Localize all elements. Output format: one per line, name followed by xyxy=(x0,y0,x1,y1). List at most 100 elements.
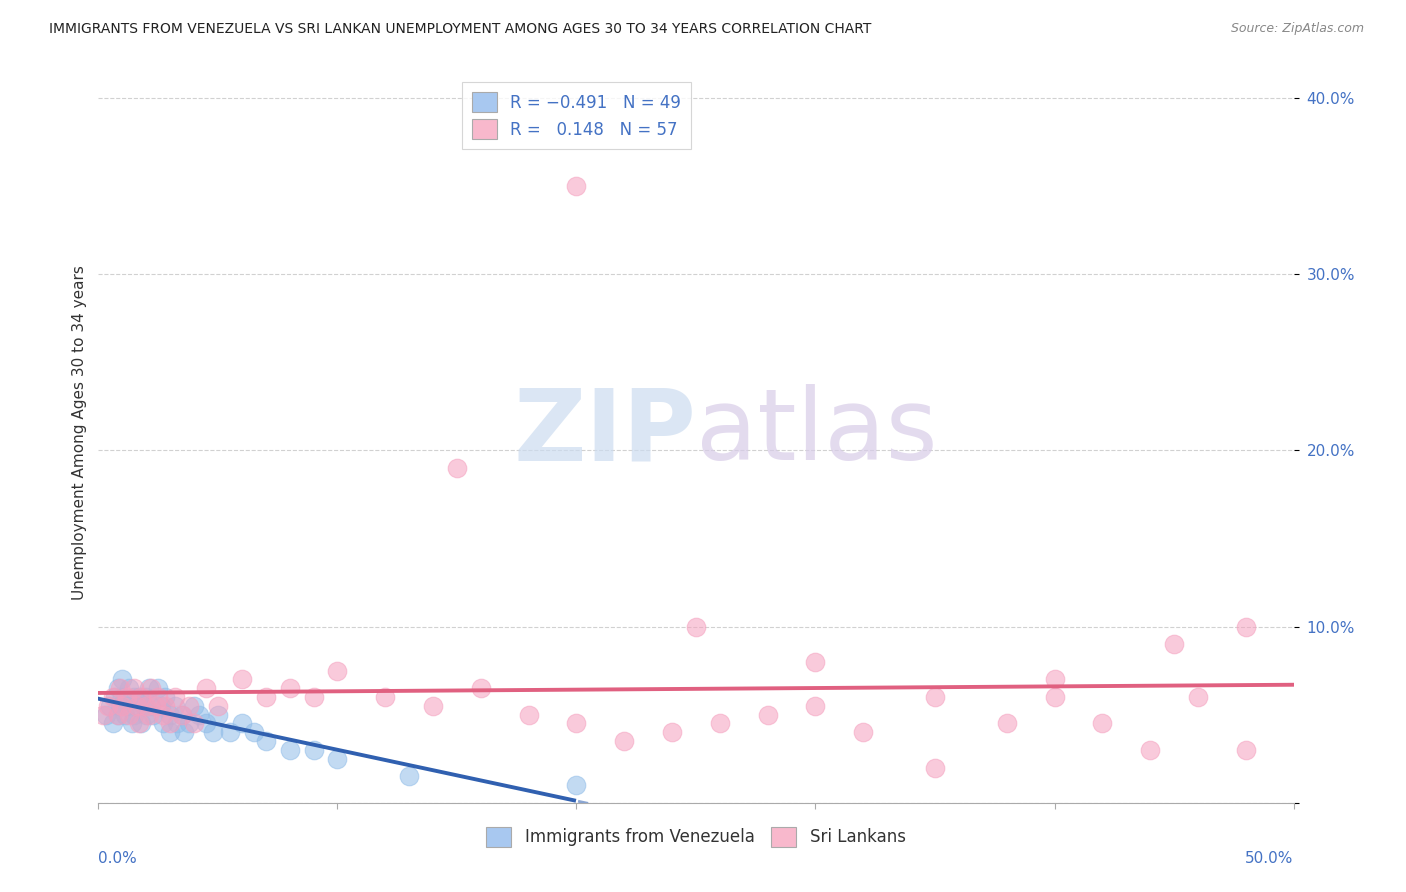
Point xyxy=(152,716,174,731)
Point xyxy=(207,698,229,713)
Point xyxy=(132,698,155,713)
Point xyxy=(138,707,160,722)
Point xyxy=(565,178,588,193)
Point xyxy=(173,725,195,739)
Point xyxy=(446,461,468,475)
Point xyxy=(139,681,162,696)
Point xyxy=(152,707,174,722)
Point xyxy=(172,707,194,722)
Point xyxy=(187,707,209,722)
Point xyxy=(207,707,229,722)
Point xyxy=(138,681,160,696)
Point xyxy=(709,716,731,731)
Point xyxy=(159,716,181,731)
Point xyxy=(661,725,683,739)
Point xyxy=(159,725,181,739)
Point xyxy=(108,698,131,713)
Point xyxy=(756,707,779,722)
Point xyxy=(135,690,157,704)
Point xyxy=(139,698,162,713)
Point xyxy=(852,725,875,739)
Point xyxy=(1139,743,1161,757)
Point xyxy=(1234,619,1257,633)
Point xyxy=(131,716,153,731)
Legend: Immigrants from Venezuela, Sri Lankans: Immigrants from Venezuela, Sri Lankans xyxy=(479,820,912,854)
Point xyxy=(995,716,1018,731)
Point xyxy=(131,690,153,704)
Point xyxy=(231,673,253,687)
Point xyxy=(1043,673,1066,687)
Point xyxy=(114,707,136,722)
Point xyxy=(163,698,186,713)
Point xyxy=(302,690,325,704)
Point xyxy=(108,681,131,696)
Point xyxy=(101,716,124,731)
Y-axis label: Unemployment Among Ages 30 to 34 years: Unemployment Among Ages 30 to 34 years xyxy=(72,265,87,600)
Point xyxy=(111,690,134,704)
Point xyxy=(179,716,201,731)
Text: 0.0%: 0.0% xyxy=(98,851,138,866)
Point xyxy=(326,664,349,678)
Text: 50.0%: 50.0% xyxy=(1246,851,1294,866)
Point xyxy=(148,690,170,704)
Point xyxy=(128,690,150,704)
Point xyxy=(685,619,707,633)
Point xyxy=(924,760,946,774)
Point xyxy=(278,743,301,757)
Point xyxy=(124,707,146,722)
Point xyxy=(924,690,946,704)
Point xyxy=(91,707,114,722)
Point xyxy=(163,690,186,704)
Text: ZIP: ZIP xyxy=(513,384,696,481)
Point xyxy=(124,690,146,704)
Point xyxy=(517,707,540,722)
Point xyxy=(470,681,492,696)
Point xyxy=(254,734,277,748)
Point xyxy=(118,681,141,696)
Point xyxy=(98,698,122,713)
Point xyxy=(374,690,396,704)
Point xyxy=(804,698,827,713)
Point xyxy=(125,698,148,713)
Point xyxy=(326,752,349,766)
Point xyxy=(155,698,177,713)
Point xyxy=(104,690,127,704)
Point xyxy=(128,716,150,731)
Point xyxy=(613,734,636,748)
Point xyxy=(183,716,205,731)
Point xyxy=(107,681,129,696)
Point xyxy=(183,698,205,713)
Point xyxy=(107,707,129,722)
Point xyxy=(111,698,134,713)
Point xyxy=(124,681,146,696)
Point xyxy=(135,698,157,713)
Point xyxy=(219,725,242,739)
Point xyxy=(254,690,277,704)
Point xyxy=(804,655,827,669)
Point xyxy=(135,707,157,722)
Point xyxy=(142,707,165,722)
Point xyxy=(302,743,325,757)
Point xyxy=(278,681,301,696)
Point xyxy=(202,725,225,739)
Point xyxy=(148,681,170,696)
Point xyxy=(422,698,444,713)
Point xyxy=(107,707,129,722)
Point xyxy=(1187,690,1209,704)
Point xyxy=(1234,743,1257,757)
Point xyxy=(565,778,588,792)
Point xyxy=(121,716,143,731)
Point xyxy=(149,698,172,713)
Point xyxy=(101,690,124,704)
Text: Source: ZipAtlas.com: Source: ZipAtlas.com xyxy=(1230,22,1364,36)
Point xyxy=(195,716,218,731)
Point xyxy=(1163,637,1185,651)
Point xyxy=(1043,690,1066,704)
Text: atlas: atlas xyxy=(696,384,938,481)
Point xyxy=(195,681,218,696)
Point xyxy=(565,716,588,731)
Point xyxy=(97,698,120,713)
Point xyxy=(155,690,177,704)
Point xyxy=(145,698,167,713)
Point xyxy=(115,698,138,713)
